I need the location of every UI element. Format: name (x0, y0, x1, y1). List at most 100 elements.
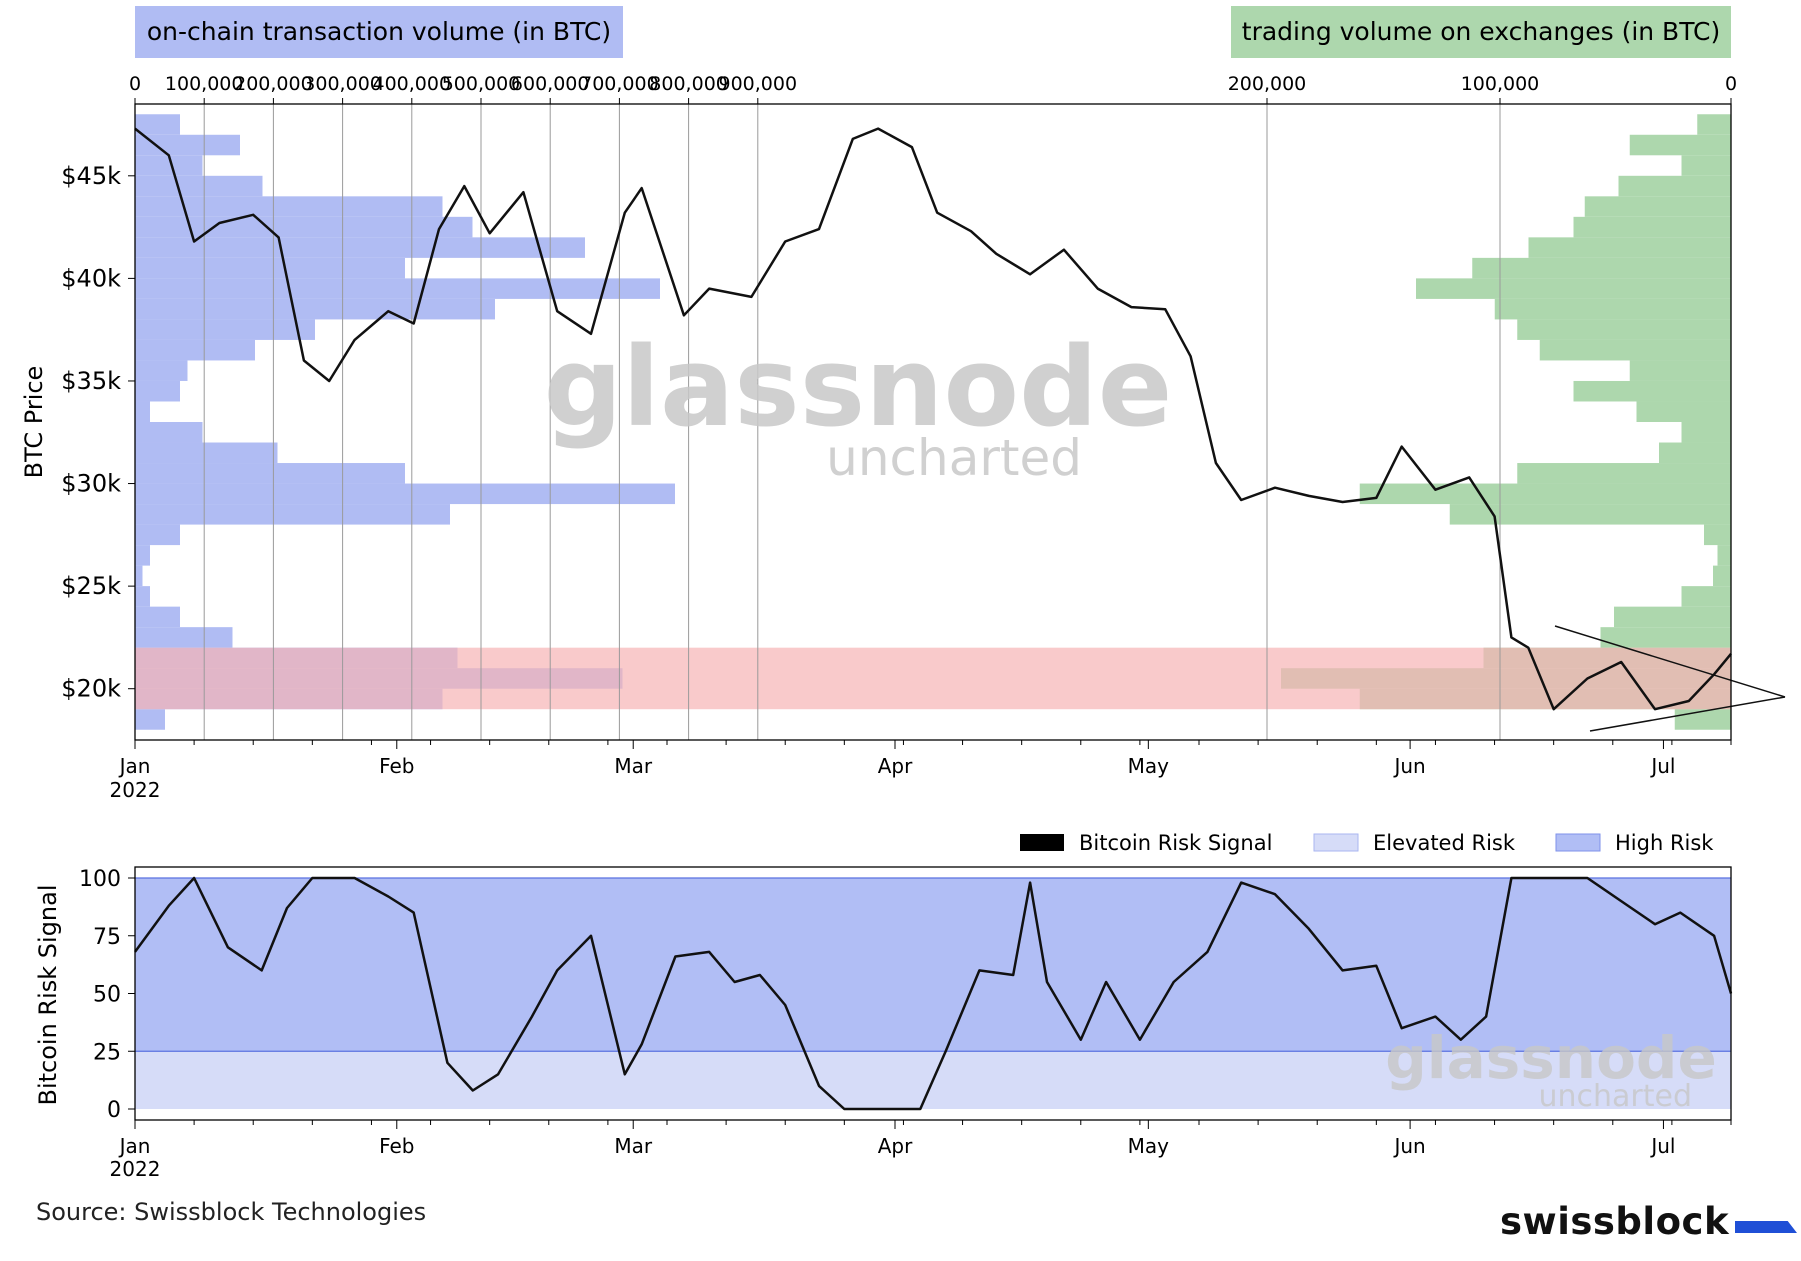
exchange-volume-bar (1674, 709, 1731, 730)
legend-label-high: High Risk (1615, 831, 1714, 855)
onchain-volume-bar (135, 196, 443, 217)
exchange-volume-bar (1614, 606, 1731, 628)
onchain-tick-label: 0 (129, 73, 141, 95)
month-tick-label: Jan (118, 754, 151, 778)
exchange-volume-bar (1573, 216, 1731, 238)
risk-legend: Bitcoin Risk Signal Elevated Risk High R… (1020, 831, 1714, 855)
exchange-title-box (1231, 6, 1731, 58)
risk-watermark-glassnode: glassnode (1385, 1024, 1717, 1092)
onchain-volume-bar (135, 483, 675, 505)
onchain-volume-bar (135, 545, 150, 566)
legend-swatch-high (1555, 833, 1601, 852)
triangle-annotation (1554, 625, 1786, 732)
price-plot-frame (134, 103, 1732, 741)
risk-y-axis: 100 75 50 25 0 (79, 867, 135, 1123)
exchange-volume-bar (1600, 627, 1731, 648)
onchain-volume-bar (135, 114, 180, 135)
price-line (134, 127, 1732, 711)
onchain-volume-bar (135, 319, 315, 340)
onchain-tick-label: 800,000 (649, 73, 728, 95)
onchain-tick-label: 200,000 (234, 73, 313, 95)
exchange-volume-bar (1717, 545, 1731, 566)
onchain-tick-label: 600,000 (511, 73, 590, 95)
price-tick-label: $35k (61, 367, 121, 395)
risk-month-tick-label: Jul (1649, 1134, 1675, 1158)
exchange-volume-bar (1713, 565, 1731, 587)
onchain-axis: 0 100,000200,000300,000400,000500,000600,… (129, 73, 797, 104)
month-tick-label: Jul (1649, 754, 1675, 778)
month-tick-label: Apr (878, 754, 913, 778)
onchain-volume-bar (135, 175, 263, 197)
onchain-volume-bar (135, 237, 585, 258)
price-x-axis: Jan Feb Mar Apr May Jun Jul (118, 740, 1732, 778)
brand-mark-icon (1735, 1221, 1797, 1233)
onchain-title-box (135, 6, 623, 58)
risk-month-tick-label: Jun (1392, 1134, 1425, 1158)
risk-tick-label: 0 (107, 1098, 121, 1123)
exchange-volume-bars (1281, 114, 1731, 730)
exchange-axis: 200,000 100,000 0 (1228, 73, 1737, 104)
exchange-tick-label: 100,000 (1461, 73, 1540, 95)
onchain-volume-bar (135, 627, 233, 648)
exchange-volume-bar (1539, 339, 1731, 361)
legend-swatch-elevated (1313, 833, 1359, 852)
exchange-volume-bar (1449, 504, 1731, 525)
price-tick-label: $25k (61, 572, 121, 600)
risk-chart: Bitcoin Risk Signal Elevated Risk High R… (34, 831, 1733, 1181)
exchange-volume-bar (1636, 401, 1731, 422)
risk-tick-label: 75 (93, 925, 121, 950)
exchange-volume-bar (1681, 155, 1731, 176)
exchange-volume-bar (1573, 380, 1731, 402)
onchain-tick-label: 400,000 (373, 73, 452, 95)
exchange-tick-label: 0 (1725, 73, 1737, 95)
price-tick-label: $45k (61, 162, 121, 190)
price-chart: on-chain transaction volume (in BTC) tra… (20, 6, 1786, 802)
risk-watermark-uncharted: uncharted (1538, 1079, 1692, 1114)
risk-x-axis: Jan Feb Mar Apr May Jun Jul (118, 1120, 1732, 1158)
onchain-volume-bar (135, 422, 203, 443)
month-tick-label: Jun (1392, 754, 1425, 778)
risk-year-label: 2022 (110, 1157, 161, 1181)
price-y-label: BTC Price (20, 366, 48, 479)
risk-y-label: Bitcoin Risk Signal (34, 884, 62, 1105)
onchain-volume-bar (135, 257, 405, 279)
onchain-volume-bar (135, 504, 450, 525)
exchange-volume-bar (1629, 134, 1731, 156)
onchain-volume-bar (135, 586, 150, 607)
risk-month-tick-label: Jan (118, 1134, 151, 1158)
exchange-volume-bar (1681, 586, 1731, 607)
onchain-volume-bar (135, 339, 255, 361)
onchain-volume-bar (135, 278, 660, 299)
onchain-volume-bar (135, 524, 180, 546)
risk-month-tick-label: Mar (614, 1134, 653, 1158)
risk-month-tick-label: Feb (379, 1134, 414, 1158)
month-tick-label: May (1128, 754, 1170, 778)
exchange-volume-bar (1697, 114, 1731, 135)
exchange-title: trading volume on exchanges (in BTC) (1242, 17, 1720, 46)
exchange-volume-bar (1528, 237, 1731, 258)
onchain-tick-label: 100,000 (165, 73, 244, 95)
legend-swatch-signal (1020, 834, 1064, 851)
onchain-tick-label: 500,000 (442, 73, 521, 95)
price-tick-label: $40k (61, 264, 121, 292)
brand-logo: swissblock (1500, 1200, 1730, 1243)
onchain-volume-bar (135, 216, 473, 238)
onchain-volume-bar (135, 606, 180, 628)
risk-signal-line (133, 876, 1733, 1111)
exchange-volume-bar (1681, 422, 1731, 443)
onchain-title: on-chain transaction volume (in BTC) (147, 17, 611, 46)
exchange-volume-bar (1584, 196, 1731, 217)
support-band (135, 647, 1731, 710)
risk-month-tick-label: May (1128, 1134, 1170, 1158)
onchain-volume-bar (135, 401, 150, 422)
risk-month-tick-label: Apr (878, 1134, 913, 1158)
exchange-volume-bar (1517, 463, 1731, 484)
exchange-volume-bar (1618, 175, 1731, 197)
onchain-volume-bar (135, 442, 278, 464)
onchain-tick-label: 900,000 (719, 73, 798, 95)
month-tick-label: Mar (614, 754, 653, 778)
price-y-axis: $45k $40k $35k $30k $25k $20k (61, 162, 135, 703)
source-note: Source: Swissblock Technologies (36, 1198, 427, 1226)
